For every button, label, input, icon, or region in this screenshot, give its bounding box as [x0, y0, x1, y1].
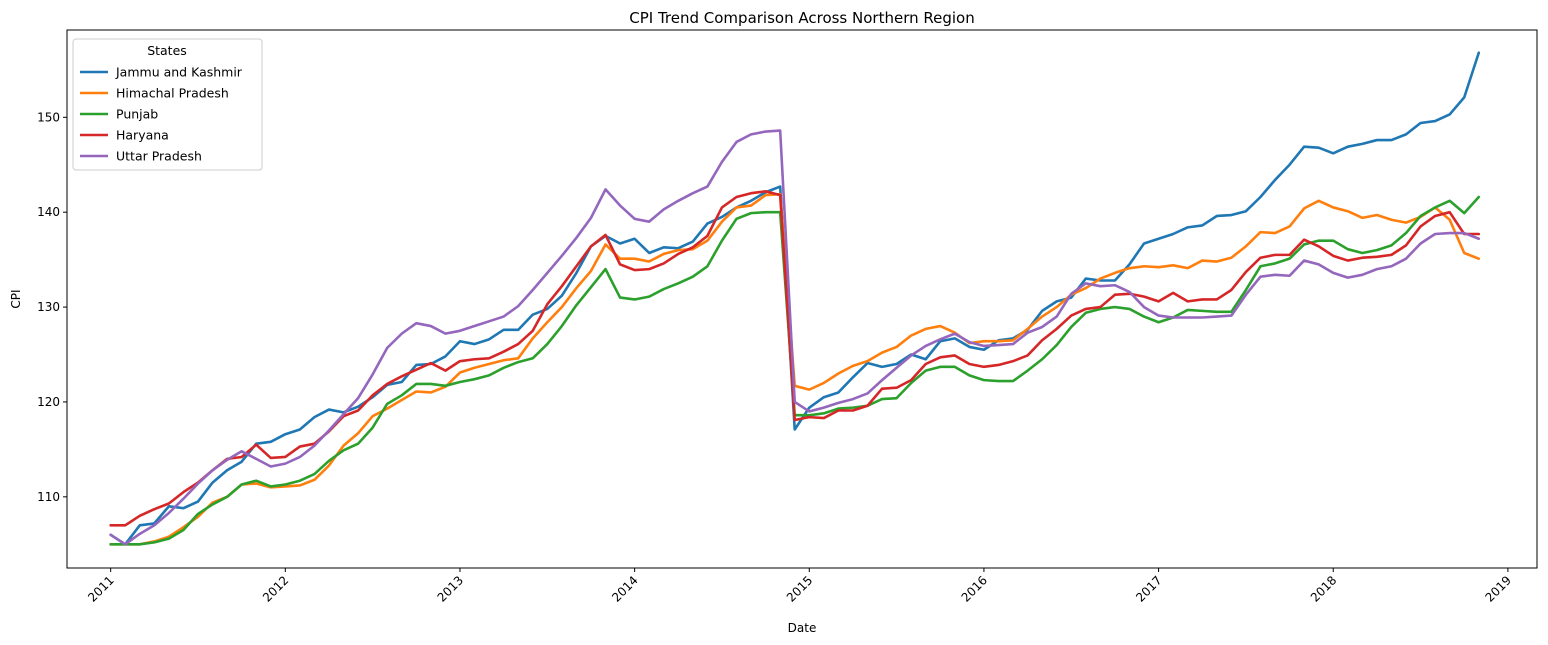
y-axis: 110 120 130 140 150 [37, 110, 67, 504]
chart-title: CPI Trend Comparison Across Northern Reg… [629, 9, 974, 27]
legend-box [72, 38, 263, 171]
legend: States Jammu and Kashmir Himachal Pradesh… [72, 38, 263, 171]
y-tick-label: 150 [37, 110, 60, 124]
series-lines [109, 51, 1481, 546]
y-tick-label: 130 [37, 300, 60, 314]
legend-label-4: Uttar Pradesh [116, 149, 202, 164]
y-tick-label: 110 [37, 490, 60, 504]
legend-label-0: Jammu and Kashmir [115, 65, 243, 80]
x-axis-label: Date [788, 621, 817, 635]
plot-frame [66, 29, 1538, 569]
legend-label-1: Himachal Pradesh [116, 86, 229, 101]
y-tick-label: 140 [37, 205, 60, 219]
y-tick-label: 120 [37, 395, 60, 409]
series-line-0 [109, 51, 1481, 546]
series-line-4 [109, 129, 1481, 546]
y-axis-label: CPI [9, 289, 23, 308]
legend-title: States [147, 43, 187, 58]
legend-label-3: Haryana [116, 128, 169, 143]
legend-label-2: Punjab [116, 107, 158, 122]
